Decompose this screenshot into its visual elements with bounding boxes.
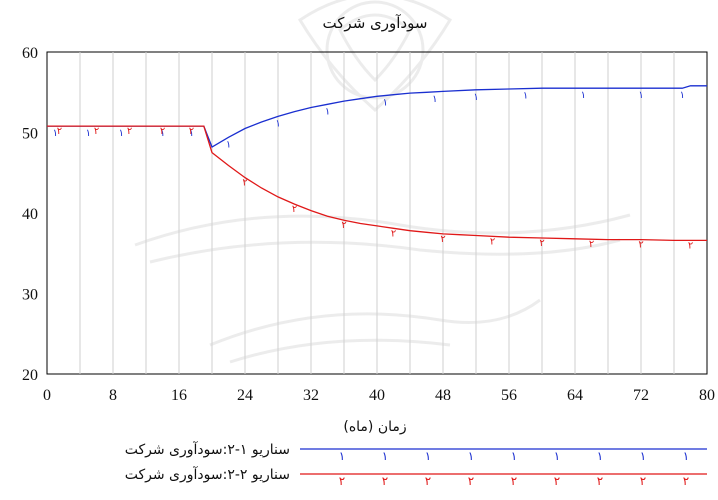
series-2-marker: ۲ xyxy=(638,240,643,251)
legend-marker-series-2: ۲ xyxy=(683,474,689,488)
x-tick-label: 40 xyxy=(369,387,385,404)
series-1-line xyxy=(47,85,707,148)
series-1-marker: ۱ xyxy=(383,97,388,108)
x-tick-label: 80 xyxy=(699,387,715,404)
series-1-marker: ۱ xyxy=(160,128,165,139)
series-2-marker: ۲ xyxy=(189,126,194,137)
legend-marker-series-1: ۱ xyxy=(339,449,345,463)
series-1-marker: ۱ xyxy=(581,90,586,101)
y-tick-label: 50 xyxy=(22,126,38,143)
series-1-marker: ۱ xyxy=(638,90,643,101)
grid xyxy=(79,52,675,374)
x-tick-label: 32 xyxy=(303,387,319,404)
series-1-marker: ۱ xyxy=(275,118,280,129)
series-1-marker: ۱ xyxy=(523,91,528,102)
legend-marker-series-2: ۲ xyxy=(468,474,474,488)
series-lines xyxy=(47,85,707,242)
series-2-marker: ۲ xyxy=(242,178,247,189)
legend-marker-series-2: ۲ xyxy=(597,474,603,488)
x-tick-label: 0 xyxy=(43,387,51,404)
legend-marker-series-1: ۱ xyxy=(683,449,689,463)
series-2-marker: ۲ xyxy=(341,220,346,231)
chart-title: سودآوری شرکت xyxy=(323,14,428,32)
y-axis-ticks: 20 30 40 50 60 xyxy=(22,45,38,384)
series-2-marker: ۲ xyxy=(391,228,396,239)
x-tick-label: 8 xyxy=(109,387,117,404)
x-tick-label: 24 xyxy=(237,387,253,404)
x-axis-label: زمان (ماه) xyxy=(343,419,406,435)
x-tick-label: 16 xyxy=(171,387,187,404)
legend-marker-series-1: ۱ xyxy=(554,449,560,463)
legend-marker-series-1: ۱ xyxy=(468,449,474,463)
legend: سناریو ۱-۲:سودآوری شرکت ۱ ۱ ۱ ۱ ۱ ۱ ۱ ۱ ۱ سناریو ۲… xyxy=(125,441,707,488)
series-1-marker: ۱ xyxy=(325,106,330,117)
legend-marker-series-1: ۱ xyxy=(597,449,603,463)
y-tick-label: 60 xyxy=(22,45,38,62)
y-tick-label: 20 xyxy=(22,367,38,384)
series-2-line xyxy=(47,125,707,242)
series-2-marker: ۲ xyxy=(292,204,297,215)
series-1-marker: ۱ xyxy=(432,94,437,105)
x-tick-label: 64 xyxy=(567,387,583,404)
legend-label-series-2: سناریو ۲-۲:سودآوری شرکت xyxy=(125,466,290,483)
y-tick-label: 40 xyxy=(22,206,38,223)
series-2-marker: ۲ xyxy=(589,239,594,250)
legend-marker-series-1: ۱ xyxy=(425,449,431,463)
x-tick-label: 48 xyxy=(435,387,451,404)
series-1-marker: ۱ xyxy=(119,128,124,139)
legend-marker-series-2: ۲ xyxy=(339,474,345,488)
series-2-marker: ۲ xyxy=(539,238,544,249)
legend-marker-series-2: ۲ xyxy=(640,474,646,488)
series-1-marker: ۱ xyxy=(680,90,685,101)
watermark xyxy=(134,0,631,364)
legend-marker-series-1: ۱ xyxy=(382,449,388,463)
series-1-marker: ۱ xyxy=(53,128,58,139)
x-tick-label: 72 xyxy=(633,387,649,404)
legend-label-series-1: سناریو ۱-۲:سودآوری شرکت xyxy=(125,441,290,458)
series-1-marker: ۱ xyxy=(86,128,91,139)
series-1-marker: ۱ xyxy=(226,139,231,150)
legend-marker-series-2: ۲ xyxy=(511,474,517,488)
legend-marker-series-1: ۱ xyxy=(640,449,646,463)
series-1-marker: ۱ xyxy=(189,128,194,139)
series-1-marker: ۱ xyxy=(473,92,478,103)
series-2-marker: ۲ xyxy=(160,126,165,137)
series-2-marker: ۲ xyxy=(57,126,62,137)
legend-marker-series-2: ۲ xyxy=(425,474,431,488)
y-tick-label: 30 xyxy=(22,287,38,304)
x-tick-label: 56 xyxy=(501,387,517,404)
series-2-marker: ۲ xyxy=(127,126,132,137)
series-2-marker: ۲ xyxy=(94,126,99,137)
legend-marker-series-1: ۱ xyxy=(511,449,517,463)
series-2-marker: ۲ xyxy=(688,240,693,251)
series-2-marker: ۲ xyxy=(440,234,445,245)
legend-marker-series-2: ۲ xyxy=(554,474,560,488)
legend-marker-series-2: ۲ xyxy=(382,474,388,488)
series-2-marker: ۲ xyxy=(490,236,495,247)
x-axis-ticks: 0 8 16 24 32 40 48 56 64 72 80 xyxy=(43,387,715,404)
